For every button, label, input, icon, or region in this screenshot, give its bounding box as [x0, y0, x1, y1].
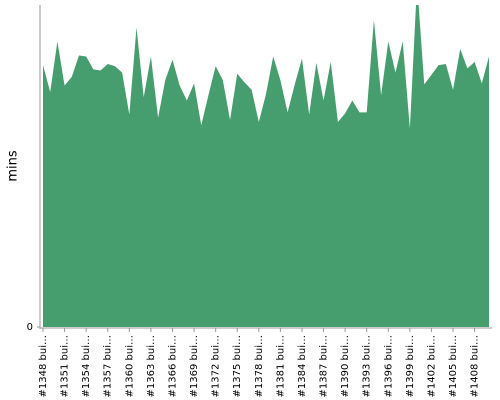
x-tick-label: #1396 bui… — [383, 335, 394, 397]
x-tick-label: #1348 bui… — [38, 335, 49, 397]
x-tick-label: #1384 bui… — [297, 335, 308, 397]
x-tick-label: #1390 bui… — [340, 335, 351, 397]
x-tick-label: #1393 bui… — [362, 335, 373, 397]
x-tick-label: #1399 bui… — [405, 335, 416, 397]
x-tick-label: #1387 bui… — [319, 335, 330, 397]
x-tick-label: #1378 bui… — [254, 335, 265, 397]
y-axis-title: mins — [6, 150, 21, 182]
x-tick-label: #1402 bui… — [426, 335, 437, 397]
x-tick-label: #1354 bui… — [81, 335, 92, 397]
y-tick-label: 0 — [27, 322, 33, 333]
x-tick-label: #1366 bui… — [167, 335, 178, 397]
x-tick-label: #1381 bui… — [275, 335, 286, 397]
x-tick-label: #1357 bui… — [103, 335, 114, 397]
area — [43, 5, 489, 327]
x-tick-label: #1363 bui… — [146, 335, 157, 397]
x-tick-label: #1351 bui… — [60, 335, 71, 397]
x-tick-label: #1369 bui… — [189, 335, 200, 397]
x-tick-label: #1360 bui… — [124, 335, 135, 397]
x-tick-label: #1405 bui… — [448, 335, 459, 397]
x-tick-label: #1375 bui… — [232, 335, 243, 397]
x-tick-label: #1408 bui… — [470, 335, 481, 397]
x-tick-label: #1372 bui… — [211, 335, 222, 397]
